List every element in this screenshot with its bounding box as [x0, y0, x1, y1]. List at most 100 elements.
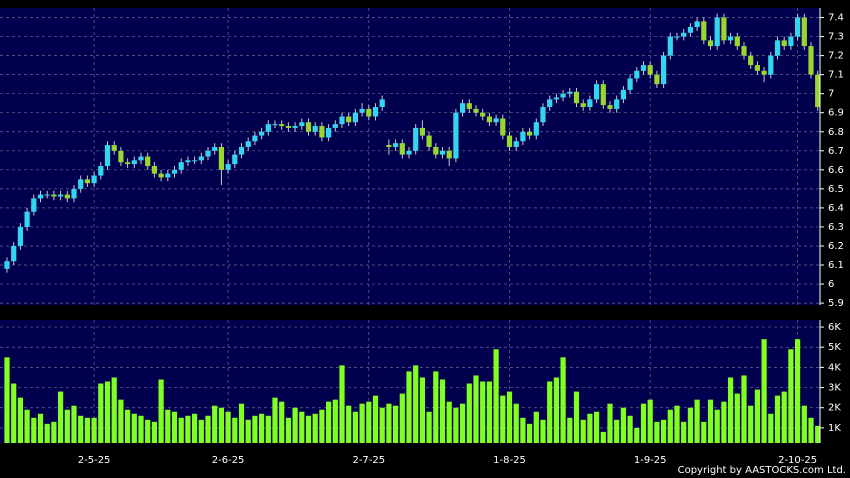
- volume-bar: [285, 417, 291, 443]
- candle-body: [84, 179, 90, 184]
- volume-bar: [84, 417, 90, 443]
- y-tick-label: 7.2: [828, 51, 844, 62]
- volume-bar: [245, 419, 251, 443]
- candle-body: [272, 124, 278, 126]
- candle-body: [138, 156, 144, 161]
- candle-body: [707, 40, 714, 47]
- volume-bar: [352, 411, 358, 443]
- candle-body: [305, 122, 312, 132]
- candle-body: [634, 70, 640, 79]
- y-tick-label: 5K: [828, 342, 841, 353]
- volume-bar: [493, 349, 499, 443]
- candle-body: [728, 36, 734, 41]
- candle-body: [71, 188, 77, 199]
- volume-bar: [480, 381, 486, 443]
- volume-bar: [661, 419, 667, 443]
- candle-body: [111, 145, 117, 151]
- volume-bar: [734, 393, 740, 443]
- x-tick-label: 2-6-25: [212, 455, 245, 466]
- candle-body: [238, 146, 245, 155]
- y-tick-label: 6.5: [828, 184, 844, 195]
- y-tick-label: 2K: [828, 403, 841, 414]
- volume-bar: [192, 413, 198, 443]
- candle-body: [44, 194, 50, 196]
- candle-body: [614, 99, 620, 109]
- candle-body: [413, 127, 419, 151]
- candle-body: [145, 156, 151, 167]
- candle-body: [37, 194, 44, 199]
- volume-bar: [91, 417, 97, 443]
- volume-bar: [547, 381, 553, 443]
- volume-bar: [178, 417, 184, 443]
- volume-bar: [252, 415, 258, 443]
- candle-body: [51, 194, 57, 197]
- candle-body: [158, 173, 164, 178]
- candle-body: [372, 107, 379, 117]
- volume-bar: [332, 399, 338, 443]
- candle-body: [31, 198, 37, 212]
- volume-bar: [265, 415, 271, 443]
- volume-bar: [125, 409, 131, 443]
- volume-bar: [118, 399, 124, 443]
- volume-bar: [359, 403, 365, 443]
- volume-bar: [667, 409, 673, 443]
- candle-body: [265, 124, 271, 132]
- candle-body: [91, 175, 97, 184]
- volume-bar: [426, 411, 432, 443]
- candle-body: [513, 141, 519, 147]
- volume-bar: [305, 415, 312, 443]
- y-tick-label: 1K: [828, 423, 841, 434]
- volume-bar: [238, 403, 245, 443]
- volume-bar: [218, 407, 224, 443]
- candle-body: [359, 108, 365, 113]
- volume-bar: [58, 391, 64, 443]
- candle-body: [560, 93, 566, 98]
- volume-bar: [540, 419, 546, 443]
- candle-body: [58, 194, 64, 197]
- candle-body: [486, 116, 492, 123]
- candle-body: [741, 46, 747, 56]
- candle-body: [647, 65, 653, 75]
- volume-bar: [674, 405, 680, 443]
- candle-body: [218, 146, 224, 170]
- y-tick-label: 6.9: [828, 108, 844, 119]
- y-tick-label: 3K: [828, 383, 841, 394]
- candle-body: [506, 135, 513, 147]
- candle-body: [500, 118, 506, 136]
- candle-body: [131, 160, 137, 165]
- candle-body: [466, 103, 472, 109]
- candle-body: [694, 21, 700, 28]
- y-tick-label: 6.2: [828, 241, 844, 252]
- candle-body: [734, 36, 740, 47]
- volume-bar: [406, 371, 412, 443]
- candle-body: [801, 17, 807, 47]
- volume-bar: [647, 399, 653, 443]
- candle-body: [761, 70, 767, 75]
- y-tick-label: 6.7: [828, 146, 844, 157]
- candle-body: [185, 160, 191, 163]
- candle-body: [4, 261, 10, 269]
- volume-bar: [795, 339, 801, 443]
- candle-body: [573, 91, 580, 104]
- candle-body: [352, 112, 358, 123]
- candle-body: [781, 40, 787, 47]
- volume-bar: [98, 383, 104, 443]
- volume-bar: [64, 409, 70, 443]
- volume-bar: [553, 377, 559, 443]
- candle-body: [426, 135, 432, 147]
- volume-bar: [158, 379, 164, 443]
- candle-body: [151, 166, 157, 174]
- volume-bar: [326, 401, 332, 443]
- volume-bar: [567, 417, 573, 443]
- volume-bar: [386, 403, 392, 443]
- volume-bar: [272, 397, 278, 443]
- volume-bar: [413, 365, 419, 443]
- candle-body: [279, 124, 285, 127]
- volume-bar: [104, 381, 111, 443]
- candle-body: [540, 107, 546, 123]
- candle-body: [339, 116, 345, 125]
- candle-body: [171, 169, 178, 174]
- candle-body: [547, 99, 553, 107]
- credit: Copyright by AASTOCKS.com Ltd.: [678, 465, 846, 476]
- y-tick-label: 6.4: [828, 203, 844, 214]
